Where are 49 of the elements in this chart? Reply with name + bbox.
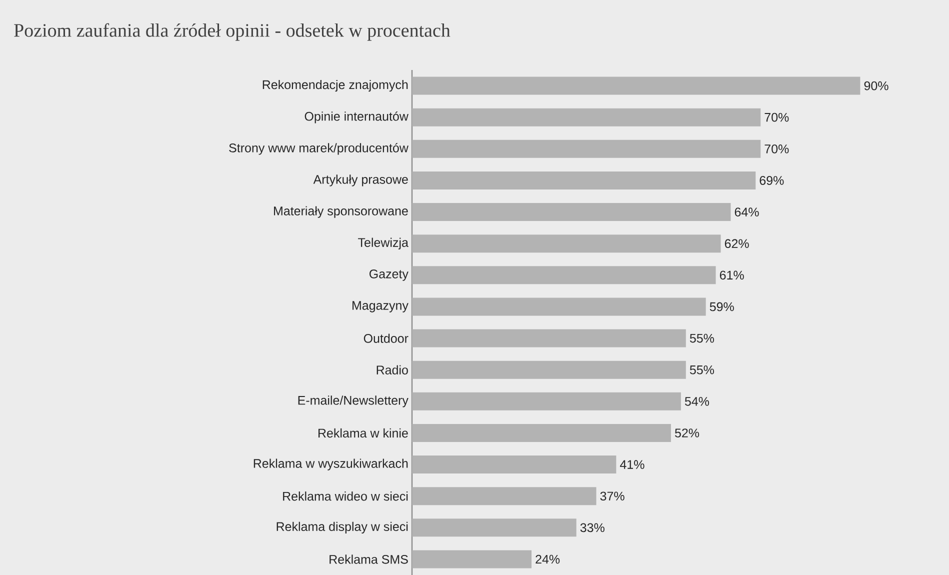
- bar: [412, 518, 576, 537]
- data-label: 59%: [710, 302, 734, 312]
- bar: [412, 266, 716, 284]
- data-label: 69%: [760, 176, 784, 185]
- y-tick-label: Artykuły prasowe: [313, 174, 408, 186]
- data-label: 62%: [724, 239, 749, 248]
- y-tick-label: Strony www marek/producentów: [229, 143, 408, 155]
- bar: [412, 76, 860, 95]
- data-label: 54%: [684, 397, 710, 406]
- bar: [412, 298, 706, 316]
- bar: [412, 108, 761, 126]
- y-tick-label: Telewizja: [358, 238, 408, 250]
- bar: [412, 392, 681, 410]
- data-label: 70%: [764, 144, 789, 154]
- y-tick-label: Radio: [376, 365, 408, 374]
- bar: [412, 487, 596, 506]
- data-label: 90%: [864, 81, 888, 90]
- y-tick-label: Reklama w wyszukiwarkach: [254, 458, 408, 470]
- bar: [412, 140, 761, 158]
- y-tick-label: Gazety: [370, 270, 408, 281]
- y-tick-label: Opinie internautów: [304, 111, 408, 124]
- bar: [412, 171, 756, 190]
- text: Poziom zaufania dla źródeł opinii - odsetek w procentach: [14, 23, 450, 41]
- data-label: 37%: [600, 492, 624, 501]
- y-tick-label: E-maile/Newslettery: [298, 396, 408, 408]
- y-tick-label: Materiały sponsorowane: [274, 206, 408, 218]
- bar: [412, 203, 731, 222]
- data-label: 24%: [536, 554, 560, 564]
- y-tick-label: Magazyny: [352, 301, 408, 312]
- data-label: 52%: [675, 428, 700, 438]
- data-label: 61%: [720, 270, 744, 280]
- y-tick-label: Reklama display w sieci: [276, 522, 408, 534]
- y-tick-label: Reklama SMS: [330, 554, 408, 564]
- y-tick-label: Rekomendacje znajomych: [262, 80, 408, 92]
- data-label: 55%: [690, 365, 714, 374]
- data-label: 64%: [734, 208, 759, 216]
- bar: [412, 234, 721, 253]
- data-label: 33%: [580, 523, 604, 532]
- y-tick-label: Outdoor: [364, 334, 408, 343]
- data-label: 55%: [690, 334, 714, 343]
- bar: [412, 424, 671, 442]
- bar: [412, 329, 686, 348]
- bar: [412, 456, 616, 474]
- bar: [412, 550, 532, 568]
- y-tick-label: Reklama wideo w sieci: [283, 492, 408, 501]
- data-label: 70%: [764, 112, 789, 122]
- bar: [412, 360, 686, 379]
- y-tick-label: Reklama w kinie: [318, 428, 408, 438]
- data-label: 41%: [620, 460, 644, 469]
